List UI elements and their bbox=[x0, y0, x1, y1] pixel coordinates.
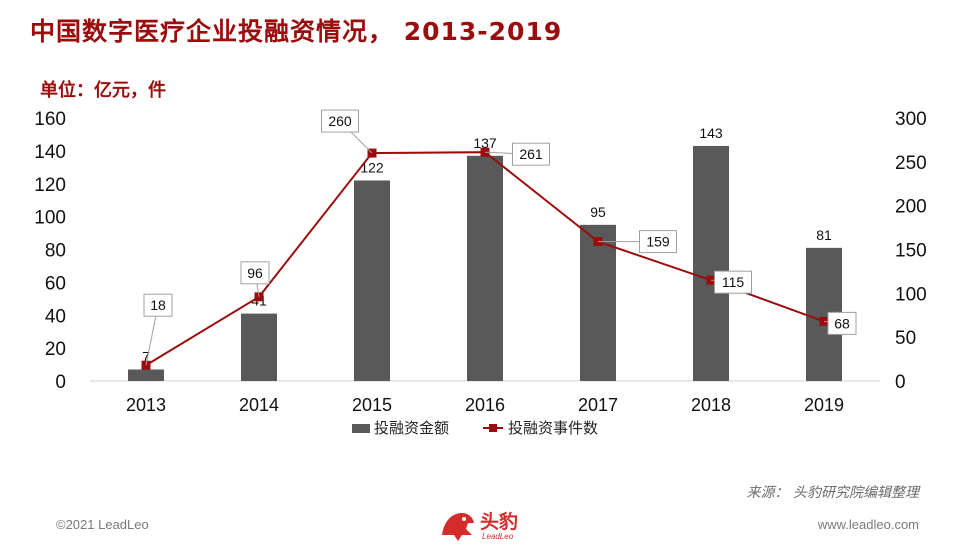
left-tick-label: 80 bbox=[45, 241, 66, 262]
right-tick-label: 200 bbox=[895, 197, 927, 218]
x-tick-label: 2016 bbox=[465, 395, 505, 415]
callout-box bbox=[321, 109, 359, 133]
website-link[interactable]: www.leadleo.com bbox=[817, 517, 919, 532]
line-value-label: 159 bbox=[646, 234, 670, 250]
right-tick-label: 0 bbox=[895, 372, 906, 393]
right-axis: 0 50 100 150 200 250 300 bbox=[895, 109, 927, 393]
right-tick-label: 50 bbox=[895, 328, 916, 349]
line-value-label: 96 bbox=[247, 265, 263, 281]
bar-value-label: 81 bbox=[816, 227, 832, 243]
x-tick-label: 2019 bbox=[804, 395, 844, 415]
logo-subtext: LeadLeo bbox=[482, 532, 514, 541]
bar-value-label: 7 bbox=[142, 348, 150, 364]
bar-value-label: 95 bbox=[590, 204, 606, 220]
callout-box bbox=[714, 270, 752, 294]
left-axis: 0 20 40 60 80 100 120 140 160 bbox=[34, 109, 66, 393]
legend-bar-label: 投融资金额 bbox=[374, 419, 449, 437]
bar bbox=[467, 155, 503, 381]
callout-box bbox=[240, 261, 270, 285]
leadleo-logo: 头豹 LeadLeo bbox=[438, 505, 538, 545]
callout-box bbox=[827, 311, 857, 335]
line-value-label: 261 bbox=[519, 146, 543, 162]
combo-chart: 0 20 40 60 80 100 120 140 160 0 50 100 150 200 250 300… bbox=[34, 109, 927, 437]
line-value-labels: 18 96 260 261 159 115 68 bbox=[143, 109, 857, 366]
left-tick-label: 100 bbox=[34, 208, 66, 229]
right-tick-label: 150 bbox=[895, 241, 927, 262]
logo-text: 头豹 bbox=[480, 511, 519, 533]
left-tick-label: 160 bbox=[34, 109, 66, 130]
unit-label: 单位：亿元，件 bbox=[40, 80, 166, 101]
bar bbox=[241, 313, 277, 381]
bar-value-label: 122 bbox=[360, 159, 384, 175]
x-tick-label: 2018 bbox=[691, 395, 731, 415]
right-tick-label: 250 bbox=[895, 153, 927, 174]
left-tick-label: 0 bbox=[55, 372, 66, 393]
right-tick-label: 100 bbox=[895, 284, 927, 305]
bar bbox=[693, 145, 729, 381]
leopard-icon bbox=[442, 513, 474, 541]
callout-box bbox=[143, 293, 173, 317]
x-tick-label: 2014 bbox=[239, 395, 279, 415]
bar-value-label: 143 bbox=[699, 125, 723, 141]
left-tick-label: 60 bbox=[45, 273, 66, 294]
copyright: ©2021 LeadLeo bbox=[56, 517, 149, 532]
page-title: 中国数字医疗企业投融资情况， 2013-2019 bbox=[30, 17, 563, 46]
right-tick-label: 300 bbox=[895, 109, 927, 130]
left-tick-label: 140 bbox=[34, 142, 66, 163]
legend-line-marker bbox=[489, 424, 497, 432]
callout-box bbox=[512, 142, 550, 166]
left-tick-label: 40 bbox=[45, 306, 66, 327]
line-value-label: 68 bbox=[834, 315, 850, 331]
bar bbox=[580, 224, 616, 381]
bar bbox=[128, 369, 164, 381]
bar-series bbox=[128, 145, 842, 381]
left-tick-label: 20 bbox=[45, 339, 66, 360]
bar bbox=[354, 180, 390, 381]
line-value-label: 260 bbox=[328, 113, 352, 129]
line-value-label: 18 bbox=[150, 297, 166, 313]
legend-bar-swatch bbox=[352, 424, 370, 433]
x-axis: 2013 2014 2015 2016 2017 2018 2019 bbox=[90, 380, 880, 415]
callout-box bbox=[639, 230, 677, 254]
source-note: 来源： 头豹研究院编辑整理 bbox=[746, 485, 919, 501]
bar-value-labels: 7411221379514381 bbox=[142, 125, 832, 365]
left-tick-label: 120 bbox=[34, 175, 66, 196]
line-value-label: 115 bbox=[722, 274, 745, 290]
legend-line-label: 投融资事件数 bbox=[508, 419, 598, 437]
legend: 投融资金额 投融资事件数 bbox=[352, 419, 598, 437]
x-tick-label: 2013 bbox=[126, 395, 166, 415]
x-tick-label: 2015 bbox=[352, 395, 392, 415]
x-tick-label: 2017 bbox=[578, 395, 618, 415]
bar-value-label: 137 bbox=[473, 135, 497, 151]
